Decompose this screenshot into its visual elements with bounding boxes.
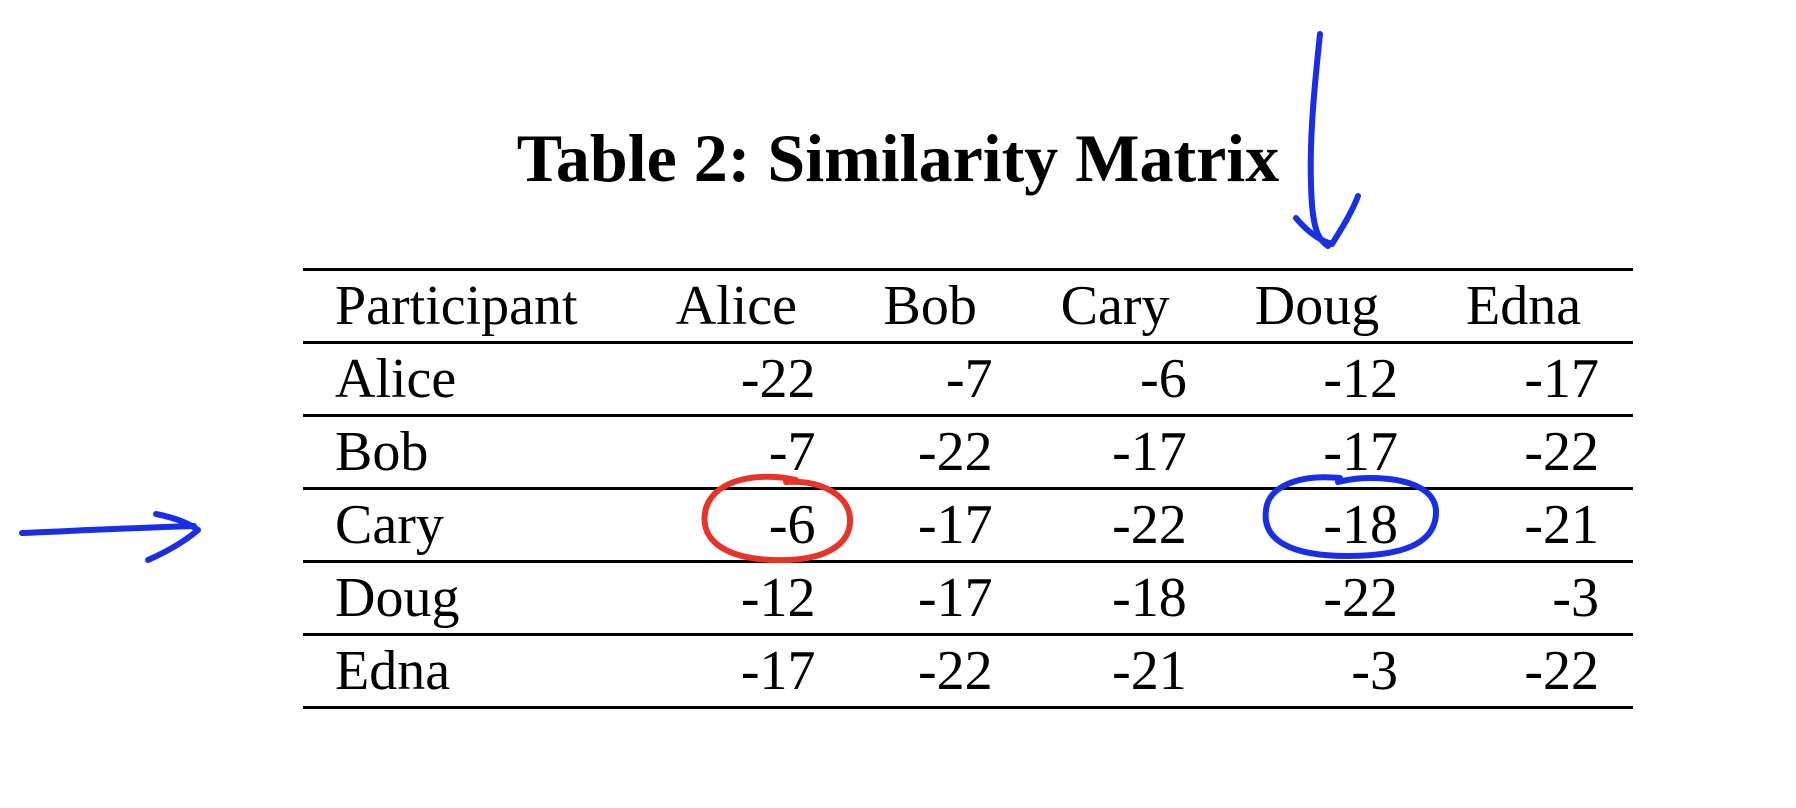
table-cell: -7	[641, 415, 850, 490]
table-title: Table 2: Similarity Matrix	[516, 120, 1280, 196]
table-row: Edna -17 -22 -21 -3 -22	[303, 634, 1633, 709]
table-cell: -22	[849, 415, 1027, 490]
column-header-doug: Doug	[1220, 268, 1433, 344]
table-cell: -12	[641, 561, 850, 636]
column-header-alice: Alice	[641, 268, 850, 344]
table-cell: -22	[849, 634, 1027, 709]
row-label-edna: Edna	[303, 634, 642, 709]
column-header-edna: Edna	[1432, 268, 1633, 344]
column-header-cary: Cary	[1026, 268, 1221, 344]
table-cell: -22	[1026, 488, 1221, 563]
corner-header: Participant	[303, 268, 642, 344]
table-cell-cary-alice: -6	[641, 488, 850, 563]
table-row: Bob -7 -22 -17 -17 -22	[303, 415, 1633, 490]
table-cell: -22	[1220, 561, 1433, 636]
table-header-row: Participant Alice Bob Cary Doug Edna	[303, 268, 1633, 344]
table-cell: -17	[849, 488, 1027, 563]
column-header-bob: Bob	[849, 268, 1027, 344]
table-cell: -12	[1220, 342, 1433, 417]
table-row: Alice -22 -7 -6 -12 -17	[303, 342, 1633, 417]
table-cell: -17	[1432, 342, 1633, 417]
table-cell-cary-doug: -18	[1220, 488, 1433, 563]
row-label-alice: Alice	[303, 342, 642, 417]
row-label-cary: Cary	[303, 488, 642, 563]
table-cell: -17	[1220, 415, 1433, 490]
table-cell: -7	[849, 342, 1027, 417]
row-label-doug: Doug	[303, 561, 642, 636]
similarity-matrix-table: Participant Alice Bob Cary Doug Edna Ali…	[303, 268, 1633, 709]
table-cell: -17	[849, 561, 1027, 636]
table-cell: -6	[1026, 342, 1221, 417]
table-cell: -21	[1026, 634, 1221, 709]
table-cell: -17	[1026, 415, 1221, 490]
table-cell: -3	[1220, 634, 1433, 709]
table-cell: -22	[641, 342, 850, 417]
row-label-bob: Bob	[303, 415, 642, 490]
table-cell: -17	[641, 634, 850, 709]
table-row: Doug -12 -17 -18 -22 -3	[303, 561, 1633, 636]
table-cell: -3	[1432, 561, 1633, 636]
table-cell: -21	[1432, 488, 1633, 563]
right-arrow-annotation	[19, 511, 201, 563]
table-row: Cary -6 -17 -22 -18 -21	[303, 488, 1633, 563]
table-cell: -22	[1432, 634, 1633, 709]
table-cell: -22	[1432, 415, 1633, 490]
table-cell: -18	[1026, 561, 1221, 636]
